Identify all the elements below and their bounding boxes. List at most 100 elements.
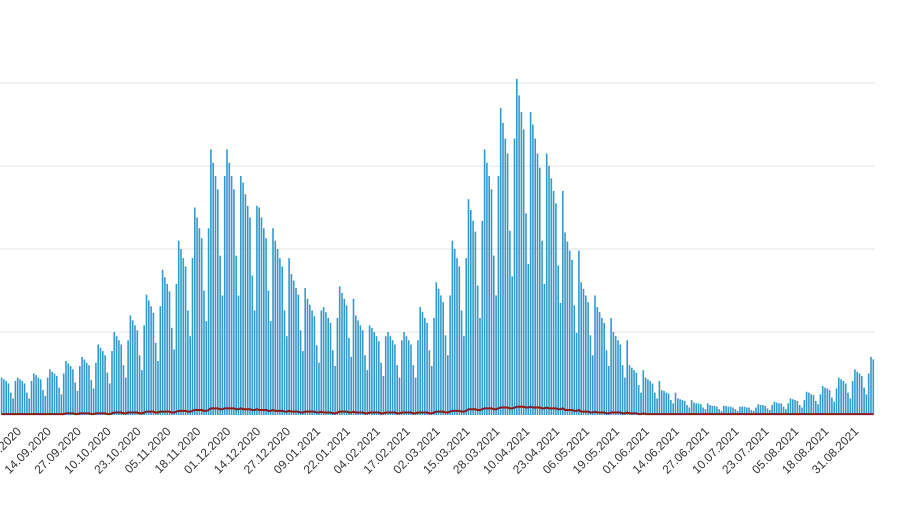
bar [819, 394, 822, 415]
bar [456, 258, 458, 415]
bar [352, 298, 355, 415]
bar [433, 317, 435, 415]
bar [62, 373, 65, 415]
bar [589, 335, 592, 415]
bar [92, 388, 95, 415]
bar [621, 365, 624, 415]
bar [826, 388, 829, 415]
bar [69, 366, 72, 415]
bar [309, 304, 311, 415]
bar [182, 258, 185, 415]
bar [318, 362, 320, 415]
bar [325, 312, 327, 415]
bar [488, 175, 490, 415]
bar [633, 370, 635, 415]
bar [762, 405, 764, 415]
bar [332, 350, 334, 415]
bar [458, 266, 461, 415]
bar [3, 379, 5, 415]
bar [148, 300, 150, 415]
bar [504, 138, 507, 416]
bar [757, 404, 760, 415]
bar [817, 404, 819, 415]
bar [483, 149, 486, 415]
bar [447, 355, 449, 415]
bar [695, 403, 697, 415]
bar [10, 392, 12, 415]
bar [470, 209, 472, 415]
bar [587, 302, 589, 415]
bar [649, 380, 651, 415]
bar [219, 255, 221, 415]
bar [35, 375, 37, 415]
bar [74, 382, 76, 415]
bar [85, 362, 88, 415]
bar [476, 285, 479, 415]
bar [30, 380, 33, 415]
bar [338, 286, 341, 415]
bar [334, 366, 336, 415]
bar [378, 341, 380, 415]
bar [49, 369, 51, 415]
bar [679, 399, 681, 415]
bar [532, 124, 534, 415]
bar [647, 379, 649, 415]
bar [138, 355, 141, 415]
bar [697, 403, 700, 415]
bar [624, 377, 626, 415]
bar [65, 361, 67, 415]
bar [601, 317, 603, 415]
bar [617, 340, 619, 415]
bar [357, 320, 359, 415]
bar [104, 355, 106, 415]
bar [256, 205, 258, 415]
bar [23, 383, 26, 415]
bar [677, 398, 679, 415]
bar [509, 230, 511, 415]
bar [803, 400, 806, 415]
bar [380, 362, 382, 415]
bar [619, 344, 622, 415]
bar [113, 332, 116, 415]
bar [426, 322, 428, 415]
bar [83, 359, 86, 415]
bar [196, 217, 198, 415]
bar [19, 379, 21, 415]
bar [513, 138, 516, 416]
bar [21, 380, 24, 415]
bar [559, 302, 562, 415]
bar [279, 258, 281, 415]
bar [810, 394, 812, 415]
bar [847, 392, 849, 415]
bar [555, 203, 557, 415]
bar [801, 407, 803, 415]
bar [752, 410, 755, 415]
bar [407, 340, 410, 415]
bar [359, 325, 362, 415]
bar [543, 283, 546, 415]
bar [527, 263, 530, 415]
bar [191, 258, 194, 415]
bar [486, 162, 488, 415]
bar [748, 407, 750, 415]
bar [311, 310, 313, 415]
bar [792, 399, 794, 415]
bar [838, 377, 840, 415]
bar [348, 337, 350, 415]
bar [194, 207, 196, 415]
bar [187, 310, 189, 415]
bar [771, 405, 773, 415]
bar [683, 400, 686, 415]
bar [263, 228, 265, 415]
bar [506, 153, 509, 416]
bar [42, 390, 44, 415]
bar [269, 321, 272, 415]
bar [778, 403, 780, 415]
bar [831, 397, 833, 415]
bar [688, 407, 691, 415]
bar [251, 275, 254, 415]
bar [534, 138, 536, 416]
bar [651, 383, 654, 415]
bar [856, 371, 858, 415]
bar [674, 392, 677, 415]
